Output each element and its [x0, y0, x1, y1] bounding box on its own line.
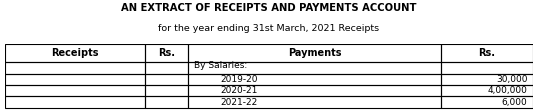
Text: 6,000: 6,000 — [501, 98, 527, 107]
Bar — [5, 96, 145, 108]
Bar — [441, 62, 533, 74]
Text: By Salaries:: By Salaries: — [194, 61, 247, 70]
Bar — [188, 62, 441, 74]
Bar — [145, 62, 188, 74]
Bar — [441, 74, 533, 85]
Bar — [145, 96, 188, 108]
Bar — [441, 85, 533, 96]
Bar — [441, 44, 533, 62]
Bar — [145, 44, 188, 62]
Text: Rs.: Rs. — [158, 48, 175, 58]
Text: 2020-21: 2020-21 — [220, 86, 257, 95]
Bar — [188, 96, 441, 108]
Text: for the year ending 31st March, 2021 Receipts: for the year ending 31st March, 2021 Rec… — [158, 24, 380, 33]
Bar — [188, 85, 441, 96]
Text: Payments: Payments — [288, 48, 342, 58]
Text: Receipts: Receipts — [52, 48, 99, 58]
Bar — [5, 44, 145, 62]
Bar — [5, 62, 145, 74]
Bar — [5, 85, 145, 96]
Bar — [145, 74, 188, 85]
Bar — [188, 44, 441, 62]
Text: Rs.: Rs. — [478, 48, 495, 58]
Bar — [188, 74, 441, 85]
Text: 2021-22: 2021-22 — [220, 98, 257, 107]
Text: 4,00,000: 4,00,000 — [487, 86, 527, 95]
Text: 2019-20: 2019-20 — [220, 75, 258, 84]
Text: AN EXTRACT OF RECEIPTS AND PAYMENTS ACCOUNT: AN EXTRACT OF RECEIPTS AND PAYMENTS ACCO… — [121, 3, 417, 13]
Bar — [5, 74, 145, 85]
Bar — [441, 96, 533, 108]
Bar — [145, 85, 188, 96]
Text: 30,000: 30,000 — [496, 75, 527, 84]
